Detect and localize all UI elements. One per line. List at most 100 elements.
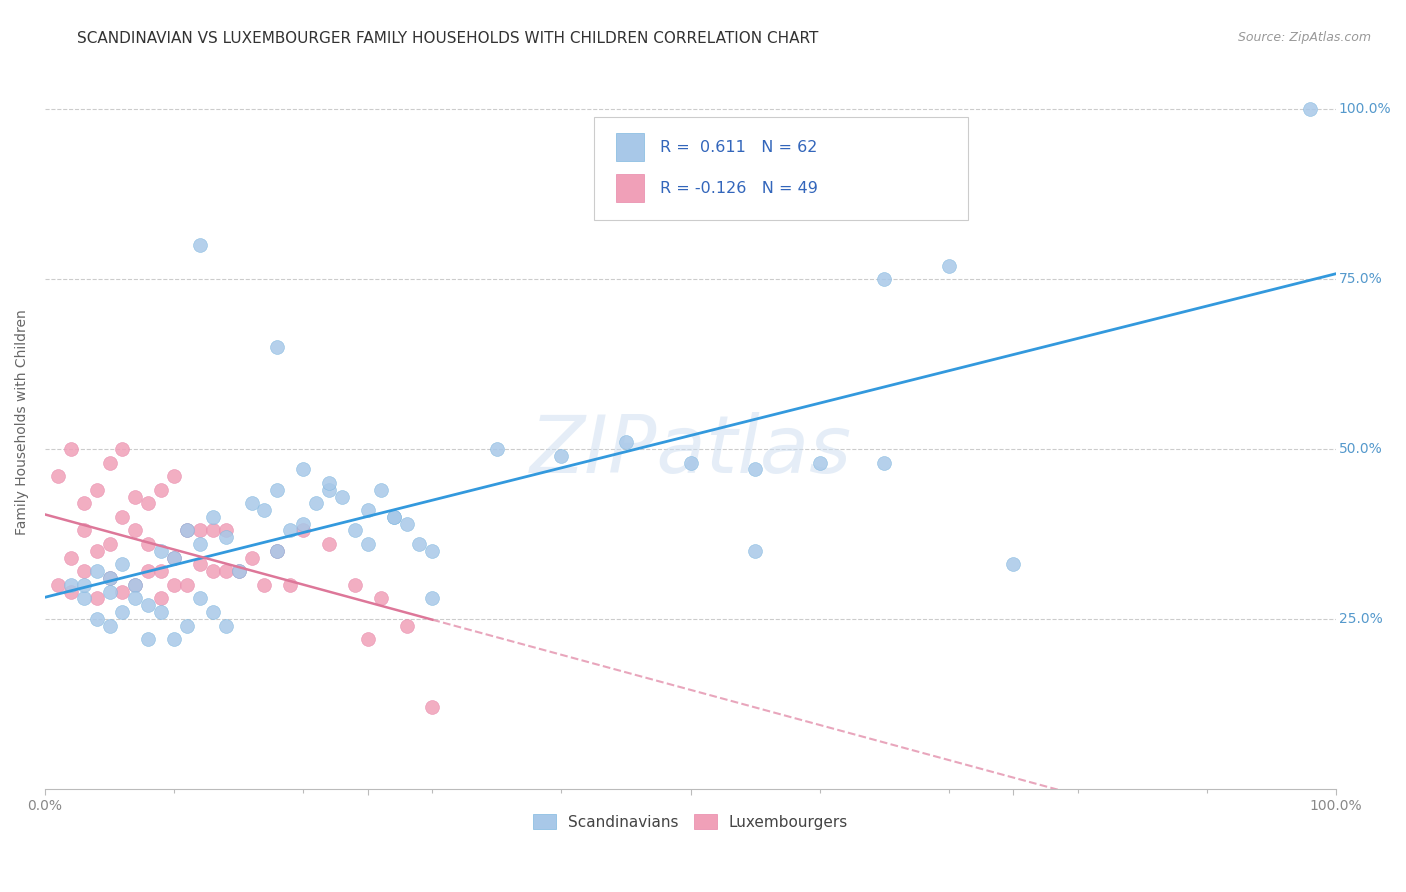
Text: Source: ZipAtlas.com: Source: ZipAtlas.com bbox=[1237, 31, 1371, 45]
Point bbox=[73, 496, 96, 510]
Point bbox=[240, 550, 263, 565]
Point bbox=[357, 537, 380, 551]
Point bbox=[163, 550, 186, 565]
Text: 50.0%: 50.0% bbox=[1339, 442, 1382, 456]
Point bbox=[744, 462, 766, 476]
Point bbox=[357, 503, 380, 517]
Point bbox=[59, 550, 82, 565]
Point bbox=[136, 537, 159, 551]
Point bbox=[253, 503, 276, 517]
Point bbox=[188, 591, 211, 606]
Point bbox=[59, 578, 82, 592]
Point bbox=[124, 578, 146, 592]
Point bbox=[73, 578, 96, 592]
Point bbox=[111, 605, 134, 619]
Point bbox=[124, 591, 146, 606]
Point bbox=[98, 537, 121, 551]
Point bbox=[136, 564, 159, 578]
Point bbox=[215, 530, 238, 544]
Point bbox=[278, 578, 301, 592]
Point bbox=[357, 632, 380, 647]
FancyBboxPatch shape bbox=[593, 118, 969, 220]
Point bbox=[176, 524, 198, 538]
Point bbox=[98, 571, 121, 585]
Point bbox=[318, 537, 340, 551]
Point bbox=[744, 544, 766, 558]
Point bbox=[614, 435, 637, 450]
Point bbox=[938, 259, 960, 273]
Point bbox=[1002, 558, 1025, 572]
Point bbox=[382, 509, 405, 524]
Point bbox=[150, 544, 173, 558]
Point bbox=[86, 483, 108, 497]
Point bbox=[292, 524, 315, 538]
Point bbox=[679, 456, 702, 470]
Point bbox=[395, 516, 418, 531]
Point bbox=[86, 564, 108, 578]
Point bbox=[124, 578, 146, 592]
Point bbox=[408, 537, 430, 551]
Point bbox=[292, 516, 315, 531]
Point bbox=[808, 456, 831, 470]
Point bbox=[136, 598, 159, 612]
Point bbox=[420, 700, 443, 714]
Point bbox=[318, 475, 340, 490]
Point bbox=[188, 537, 211, 551]
Point bbox=[873, 272, 896, 286]
Point bbox=[73, 564, 96, 578]
Point bbox=[266, 483, 288, 497]
Point bbox=[98, 456, 121, 470]
Text: 75.0%: 75.0% bbox=[1339, 272, 1382, 286]
Point bbox=[111, 509, 134, 524]
Text: SCANDINAVIAN VS LUXEMBOURGER FAMILY HOUSEHOLDS WITH CHILDREN CORRELATION CHART: SCANDINAVIAN VS LUXEMBOURGER FAMILY HOUS… bbox=[77, 31, 818, 46]
Point bbox=[150, 591, 173, 606]
Text: 100.0%: 100.0% bbox=[1339, 103, 1392, 117]
Point bbox=[215, 524, 238, 538]
Point bbox=[176, 524, 198, 538]
Point bbox=[176, 578, 198, 592]
Point bbox=[98, 584, 121, 599]
Point bbox=[150, 605, 173, 619]
Point bbox=[124, 524, 146, 538]
Point bbox=[485, 442, 508, 456]
Legend: Scandinavians, Luxembourgers: Scandinavians, Luxembourgers bbox=[527, 807, 855, 836]
Text: R =  0.611   N = 62: R = 0.611 N = 62 bbox=[659, 140, 817, 154]
Point bbox=[188, 558, 211, 572]
FancyBboxPatch shape bbox=[616, 133, 644, 161]
Point bbox=[266, 340, 288, 354]
Text: R = -0.126   N = 49: R = -0.126 N = 49 bbox=[659, 181, 817, 195]
Point bbox=[370, 591, 392, 606]
Point bbox=[201, 564, 224, 578]
Point bbox=[201, 509, 224, 524]
Point bbox=[46, 578, 69, 592]
Point bbox=[111, 442, 134, 456]
Point bbox=[59, 584, 82, 599]
Point bbox=[98, 618, 121, 632]
Point bbox=[188, 238, 211, 252]
Point bbox=[73, 524, 96, 538]
Point bbox=[163, 469, 186, 483]
Point bbox=[73, 591, 96, 606]
Point bbox=[873, 456, 896, 470]
Point bbox=[318, 483, 340, 497]
Point bbox=[292, 462, 315, 476]
FancyBboxPatch shape bbox=[616, 174, 644, 202]
Point bbox=[111, 558, 134, 572]
Point bbox=[266, 544, 288, 558]
Point bbox=[201, 605, 224, 619]
Point bbox=[330, 490, 353, 504]
Point bbox=[370, 483, 392, 497]
Point bbox=[98, 571, 121, 585]
Point bbox=[46, 469, 69, 483]
Point bbox=[150, 483, 173, 497]
Point bbox=[420, 591, 443, 606]
Point bbox=[343, 524, 366, 538]
Point bbox=[395, 618, 418, 632]
Point bbox=[266, 544, 288, 558]
Point bbox=[228, 564, 250, 578]
Point bbox=[201, 524, 224, 538]
Point bbox=[136, 496, 159, 510]
Point bbox=[343, 578, 366, 592]
Point bbox=[215, 618, 238, 632]
Point bbox=[420, 544, 443, 558]
